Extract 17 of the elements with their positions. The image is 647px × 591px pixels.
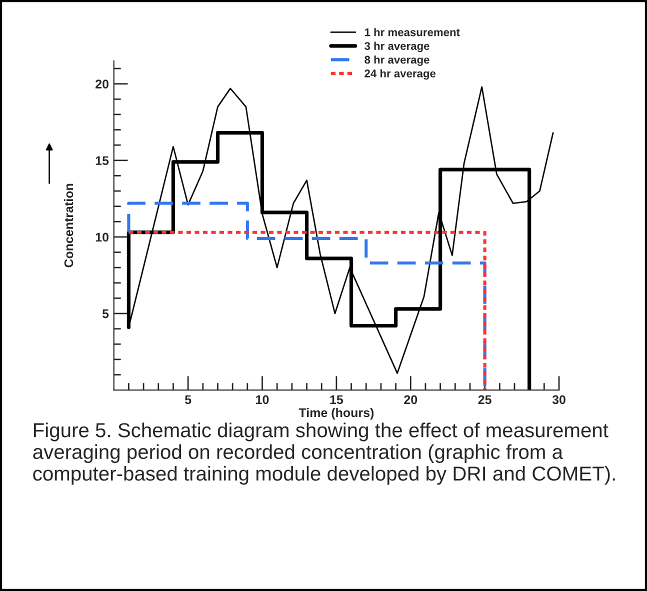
x-tick-label: 15 bbox=[330, 395, 344, 404]
x-tick-label: 20 bbox=[404, 395, 418, 404]
x-axis-title: Time (hours) bbox=[298, 408, 374, 420]
x-tick-label: 5 bbox=[184, 395, 192, 404]
x-tick-label: 10 bbox=[256, 395, 269, 404]
x-tick-label: 25 bbox=[478, 395, 492, 404]
legend-label: 3 hr average bbox=[364, 42, 430, 52]
caption: Figure 5. Schematic diagram showing the effect of measurement averaging period on recorded concentration (graphic from a computer-based training module developed by DRI and COMET). bbox=[33, 422, 615, 485]
y-tick-label: 15 bbox=[96, 156, 109, 166]
y-tick-label: 20 bbox=[96, 80, 108, 88]
x-tick-label: 30 bbox=[552, 395, 566, 404]
y-tick-label: 5 bbox=[102, 309, 109, 318]
y-axis-title: Concentration bbox=[64, 184, 74, 268]
y-tick-label: 10 bbox=[96, 232, 108, 242]
legend-label: 24 hr average bbox=[364, 69, 436, 80]
legend-label: 8 hr average bbox=[364, 56, 430, 66]
legend-label: 1 hr measurement bbox=[364, 28, 460, 36]
